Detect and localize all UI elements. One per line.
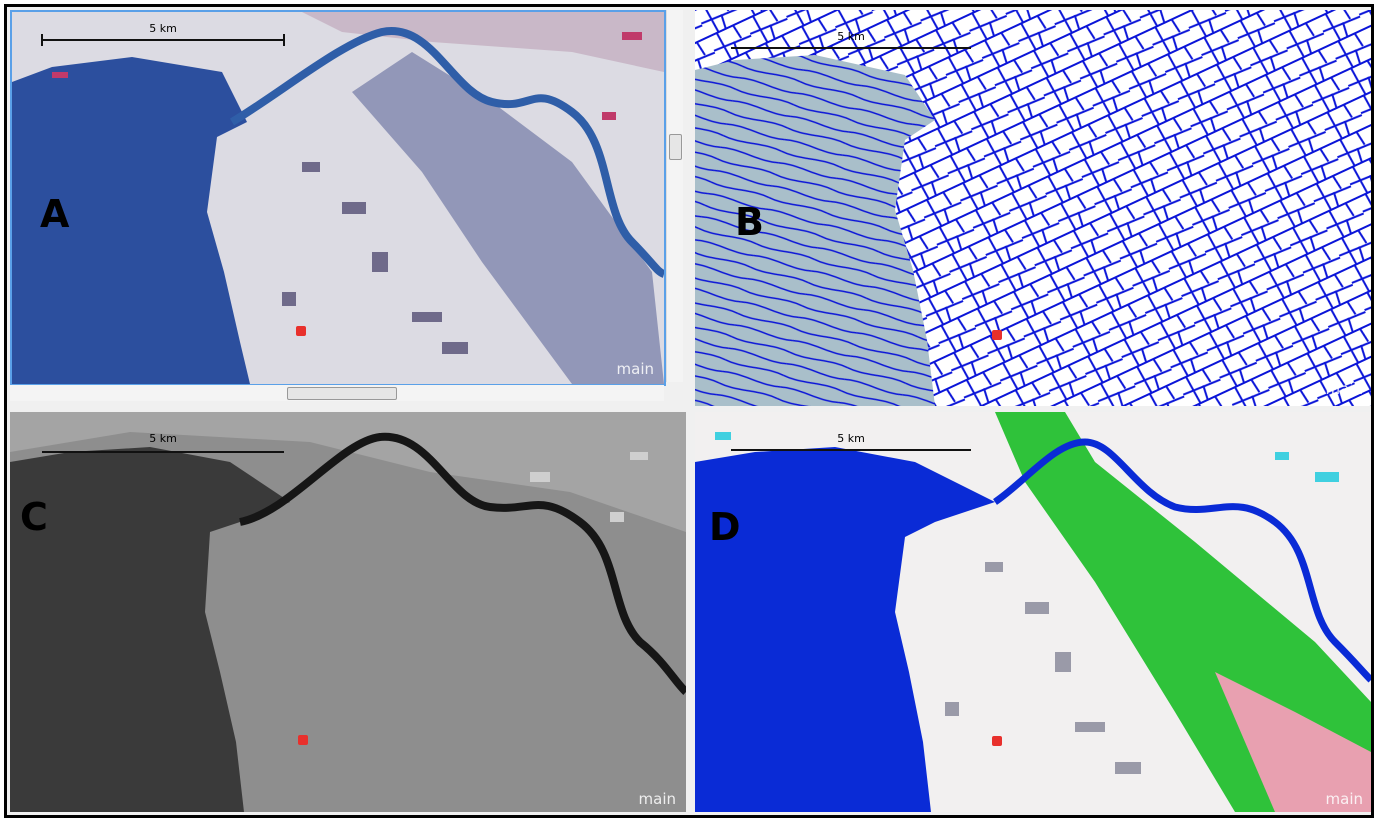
map-panel-a[interactable]: 5 km A main: [10, 10, 666, 386]
map-panel-d[interactable]: 5 km D main: [695, 412, 1371, 812]
segmented-water: [695, 55, 935, 406]
panel-letter: A: [40, 192, 70, 236]
panel-letter: C: [20, 495, 48, 539]
location-marker: [992, 330, 1002, 340]
scale-label: 5 km: [149, 432, 177, 445]
map-panel-b[interactable]: 5 km B main: [695, 10, 1371, 406]
scale-label: 5 km: [149, 22, 177, 35]
scale-label: 5 km: [837, 432, 865, 445]
map-view: 5 km C main: [10, 412, 686, 812]
horizontal-scrollbar[interactable]: [10, 385, 664, 401]
map-view: 5 km A main: [12, 12, 664, 384]
view-label: main: [1326, 790, 1363, 808]
scroll-thumb[interactable]: [287, 387, 397, 400]
map-panel-c[interactable]: 5 km C main: [10, 412, 686, 812]
screenshot: 5 km A main 5 k: [4, 4, 1374, 818]
panel-letter: B: [735, 200, 764, 244]
scale-label: 5 km: [837, 30, 865, 43]
view-label: main: [1326, 380, 1363, 398]
location-marker: [296, 326, 306, 336]
location-marker: [298, 735, 308, 745]
panel-letter: D: [709, 505, 741, 549]
view-label: main: [639, 790, 676, 808]
vertical-scrollbar[interactable]: [666, 10, 683, 382]
view-label: main: [617, 360, 654, 378]
map-view: 5 km D main: [695, 412, 1371, 812]
scroll-thumb[interactable]: [669, 134, 682, 160]
location-marker: [992, 736, 1002, 746]
map-view: 5 km B main: [695, 10, 1371, 406]
